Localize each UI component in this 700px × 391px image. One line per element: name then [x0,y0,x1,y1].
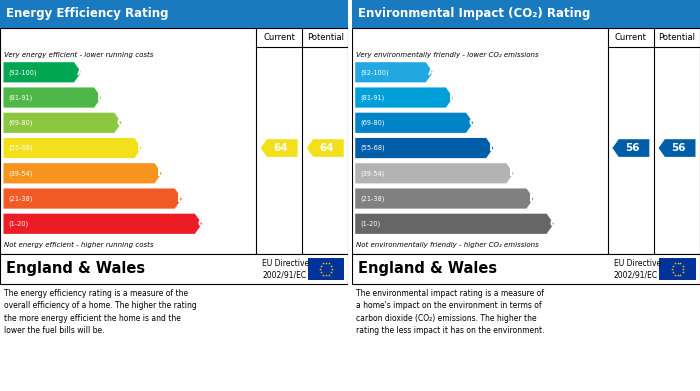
Text: (81-91): (81-91) [360,94,384,101]
Bar [351,28,700,254]
Text: 64: 64 [274,143,288,153]
Text: F: F [177,194,185,204]
Text: (55-68): (55-68) [360,145,385,151]
Polygon shape [260,139,298,157]
Text: E: E [509,168,517,178]
Bar [351,254,700,284]
Text: B: B [449,93,457,102]
Text: EU Directive
2002/91/EC: EU Directive 2002/91/EC [614,258,661,280]
Text: E: E [158,168,165,178]
Text: Potential: Potential [307,33,344,42]
Polygon shape [355,188,533,209]
Text: Current: Current [615,33,647,42]
Text: (81-91): (81-91) [8,94,33,101]
Text: EU Directive
2002/91/EC: EU Directive 2002/91/EC [262,258,309,280]
Polygon shape [307,139,344,157]
Text: C: C [117,118,125,128]
Text: D: D [137,143,146,153]
Polygon shape [4,138,141,158]
Text: The environmental impact rating is a measure of
a home's impact on the environme: The environmental impact rating is a mea… [356,289,545,335]
Polygon shape [355,138,493,158]
Text: (1-20): (1-20) [360,221,380,227]
Text: C: C [469,118,477,128]
Polygon shape [355,163,514,183]
Text: 64: 64 [320,143,335,153]
Polygon shape [4,214,202,234]
Polygon shape [4,188,182,209]
Text: 56: 56 [671,143,686,153]
Polygon shape [612,139,650,157]
Polygon shape [355,88,453,108]
Text: Very energy efficient - lower running costs: Very energy efficient - lower running co… [4,52,153,57]
Text: England & Wales: England & Wales [6,262,146,276]
Text: Current: Current [263,33,295,42]
Polygon shape [355,62,433,83]
Bar [659,258,696,280]
Text: (69-80): (69-80) [8,120,33,126]
Text: (92-100): (92-100) [360,69,389,75]
Text: A: A [77,67,85,77]
Text: England & Wales: England & Wales [358,262,497,276]
Text: (69-80): (69-80) [360,120,384,126]
Text: (39-54): (39-54) [8,170,33,176]
Text: G: G [197,219,206,229]
Polygon shape [4,88,101,108]
Polygon shape [659,139,696,157]
Text: F: F [529,194,537,204]
Text: A: A [428,67,437,77]
Bar [0,28,349,254]
Text: (39-54): (39-54) [360,170,384,176]
Bar [351,0,700,28]
Bar [0,254,349,284]
Text: (21-38): (21-38) [8,195,33,202]
Polygon shape [4,113,122,133]
Text: 56: 56 [626,143,640,153]
Text: Energy Efficiency Rating: Energy Efficiency Rating [6,7,169,20]
Text: D: D [489,143,498,153]
Text: Potential: Potential [659,33,696,42]
Text: (92-100): (92-100) [8,69,37,75]
Text: Not energy efficient - higher running costs: Not energy efficient - higher running co… [4,242,154,248]
Text: (1-20): (1-20) [8,221,29,227]
Polygon shape [355,214,554,234]
Text: (55-68): (55-68) [8,145,33,151]
Text: B: B [97,93,105,102]
Polygon shape [4,62,81,83]
Bar [0,0,349,28]
Text: G: G [550,219,559,229]
Bar [307,258,344,280]
Polygon shape [355,113,473,133]
Polygon shape [4,163,162,183]
Text: The energy efficiency rating is a measure of the
overall efficiency of a home. T: The energy efficiency rating is a measur… [4,289,197,335]
Text: Not environmentally friendly - higher CO₂ emissions: Not environmentally friendly - higher CO… [356,242,539,248]
Text: (21-38): (21-38) [360,195,384,202]
Text: Very environmentally friendly - lower CO₂ emissions: Very environmentally friendly - lower CO… [356,52,538,57]
Text: Environmental Impact (CO₂) Rating: Environmental Impact (CO₂) Rating [358,7,590,20]
